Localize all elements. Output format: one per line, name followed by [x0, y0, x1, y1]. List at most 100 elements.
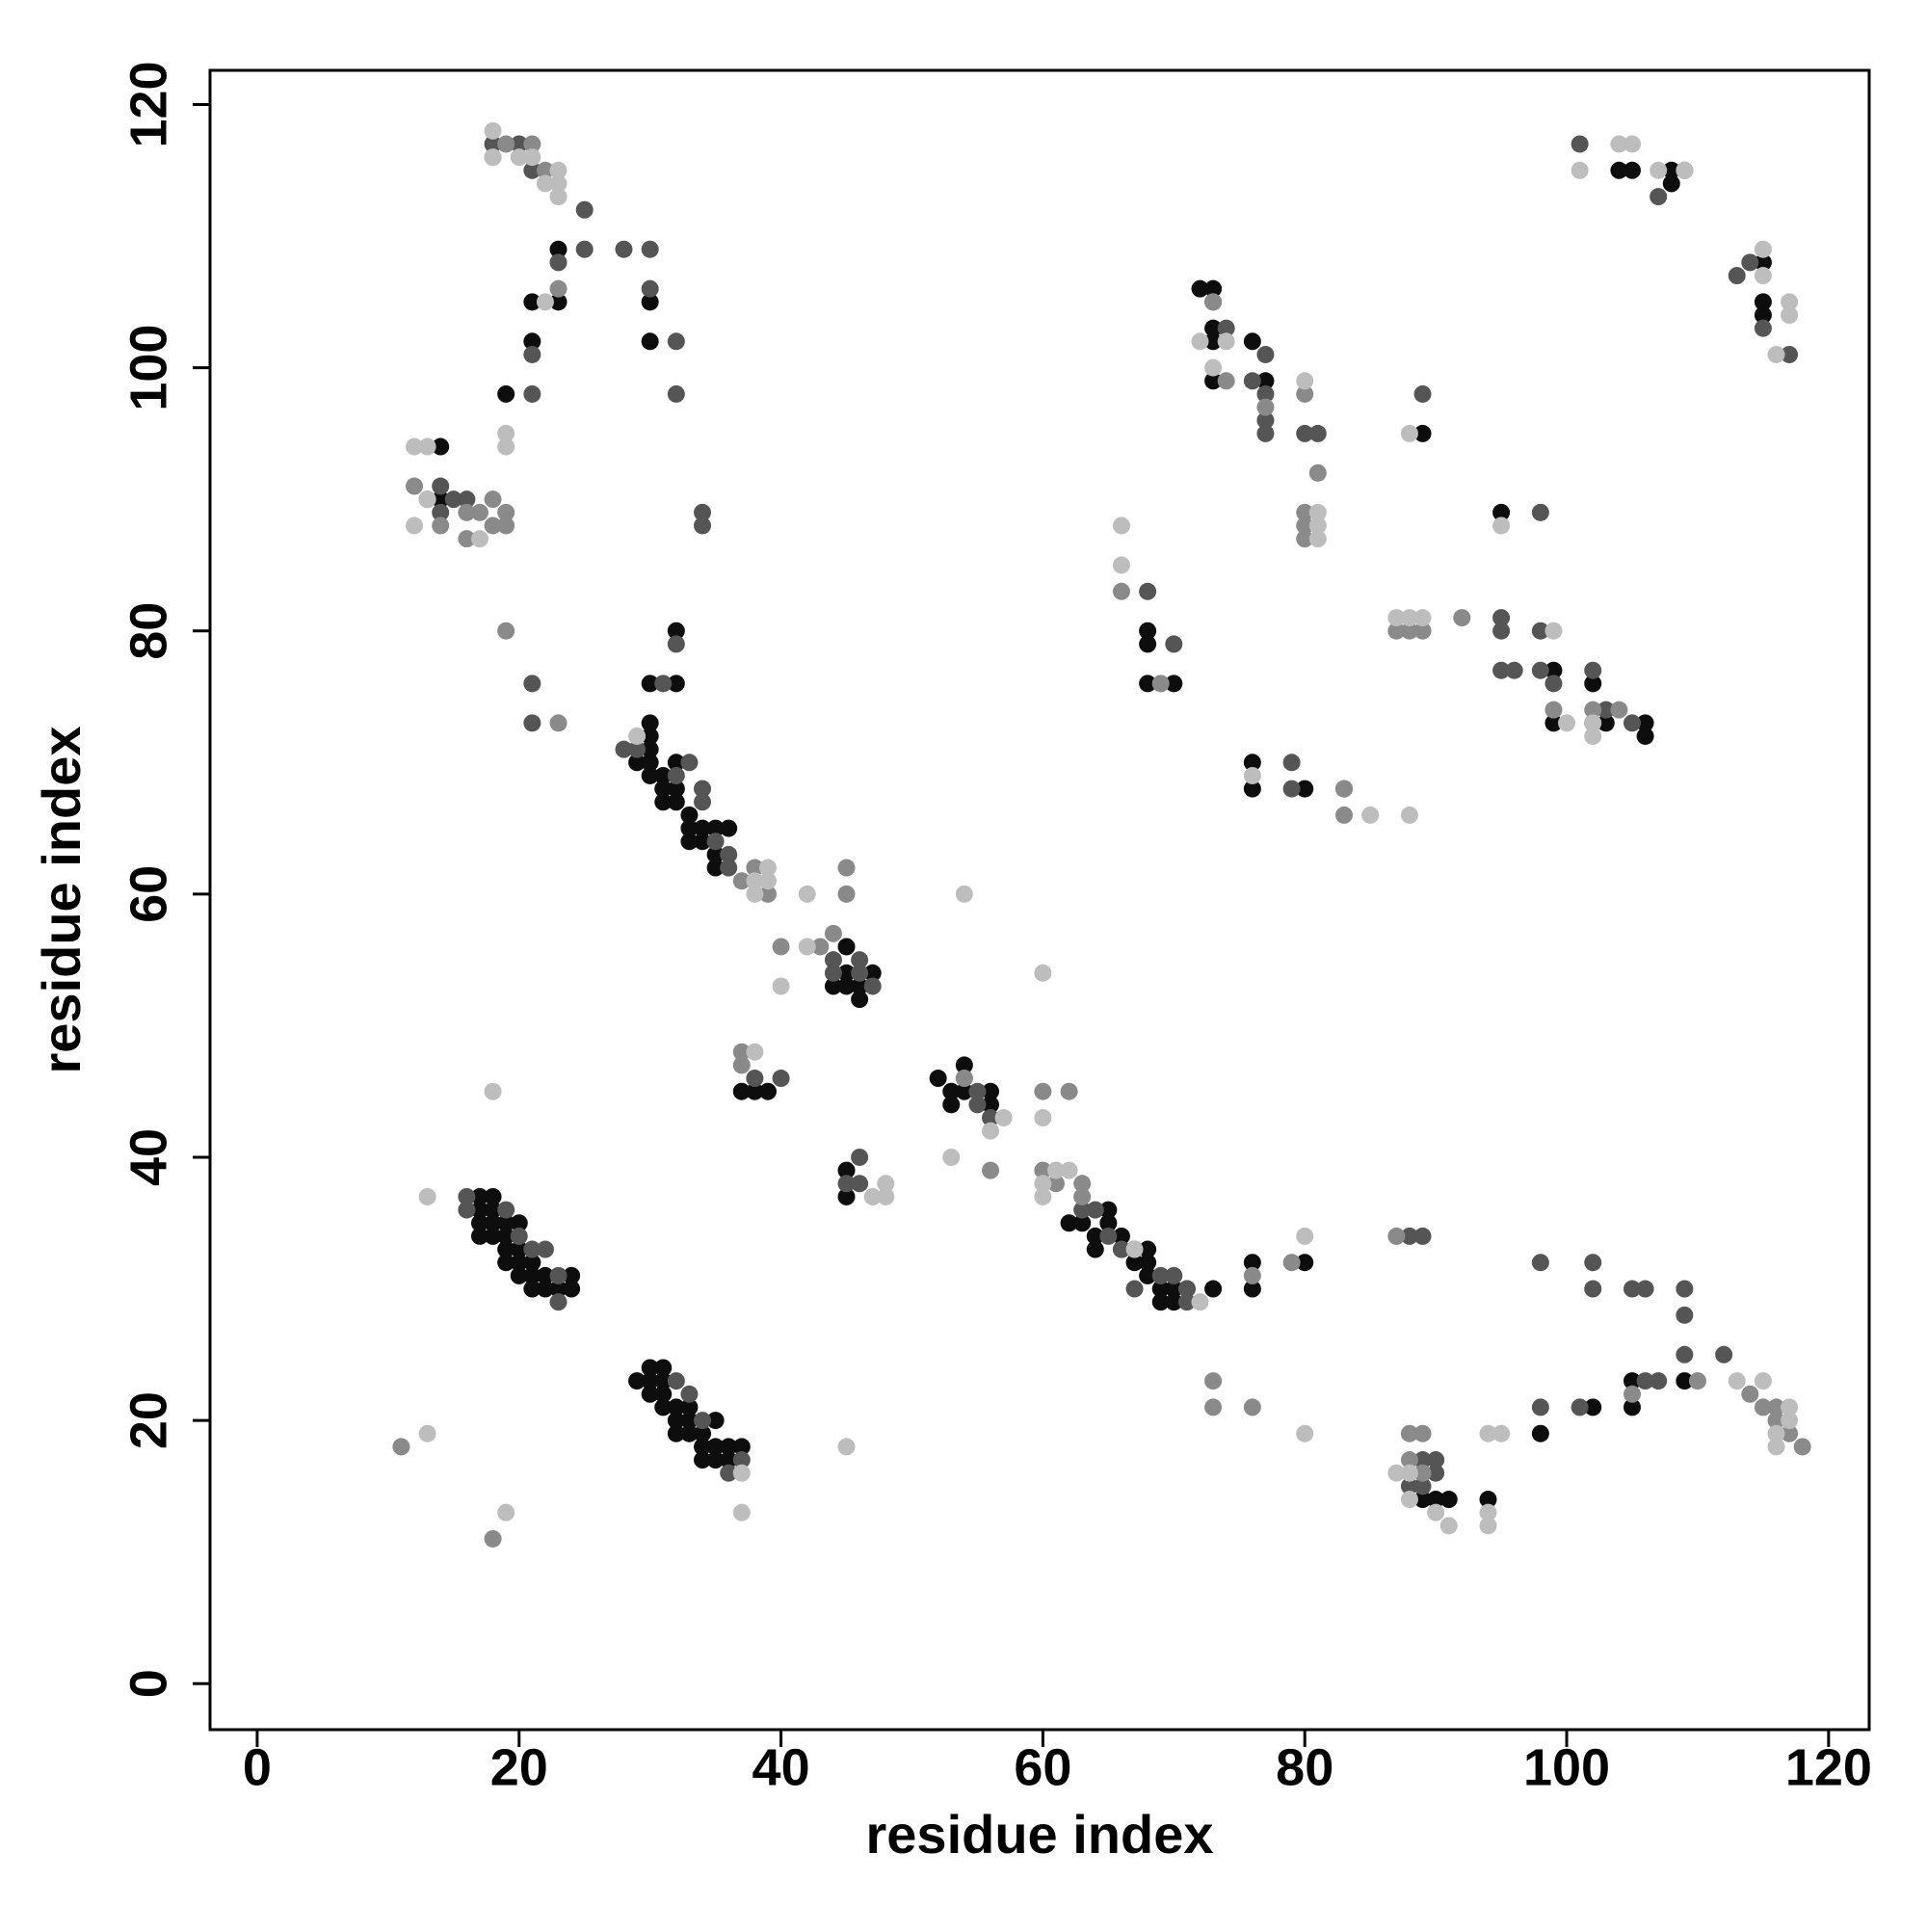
point [1204, 279, 1223, 298]
point [746, 1043, 764, 1061]
point [1177, 1293, 1196, 1311]
point [510, 1266, 528, 1284]
point [1531, 622, 1549, 640]
point [1531, 1424, 1549, 1442]
point [1256, 398, 1275, 416]
x-tick-label: 80 [1276, 1738, 1333, 1796]
point [1400, 1227, 1418, 1245]
point [1754, 1398, 1772, 1416]
point [1282, 1254, 1301, 1272]
point [523, 1280, 541, 1298]
point [1584, 1398, 1602, 1416]
point [824, 964, 842, 982]
point [1191, 279, 1209, 298]
point [641, 279, 659, 298]
point [694, 1438, 712, 1456]
point [615, 240, 633, 258]
point [1112, 1240, 1130, 1258]
point [1650, 1372, 1668, 1390]
point [1387, 609, 1406, 627]
point [1139, 635, 1157, 653]
point [1781, 305, 1799, 324]
point [1662, 174, 1680, 193]
point [837, 1175, 856, 1193]
point [432, 477, 450, 495]
point [497, 622, 515, 640]
point [1256, 384, 1275, 403]
point [484, 1201, 502, 1219]
x-tick-label: 20 [490, 1738, 548, 1796]
point [654, 675, 673, 693]
point [1308, 530, 1327, 548]
point [1086, 1201, 1104, 1219]
point [1204, 358, 1223, 377]
point [523, 293, 541, 311]
point [549, 240, 568, 258]
point [694, 780, 712, 798]
point [1256, 345, 1275, 363]
point [1636, 727, 1654, 745]
x-axis-label: residue index [865, 1804, 1213, 1865]
point [1413, 424, 1432, 442]
point [654, 766, 673, 784]
point [1387, 622, 1406, 640]
point [1767, 1398, 1785, 1416]
point [1597, 714, 1615, 732]
point [406, 437, 424, 456]
point [706, 833, 725, 851]
point [706, 859, 725, 877]
point [1243, 332, 1261, 351]
point [1387, 1227, 1406, 1245]
point [654, 1385, 673, 1403]
point [1781, 1398, 1799, 1416]
point [392, 1438, 410, 1456]
point [667, 1424, 685, 1442]
point [1492, 609, 1511, 627]
point [470, 1214, 488, 1232]
point [1413, 1424, 1432, 1442]
point [968, 1096, 987, 1114]
point [694, 833, 712, 851]
point [982, 1161, 1000, 1179]
point [1676, 1306, 1694, 1324]
point [1413, 1491, 1432, 1509]
point [523, 332, 541, 351]
point [536, 174, 554, 193]
point [523, 345, 541, 363]
point [1204, 319, 1223, 337]
point [1531, 661, 1549, 679]
point [758, 1082, 777, 1100]
point [746, 1070, 764, 1088]
point [1505, 661, 1523, 679]
point [955, 1070, 973, 1088]
y-tick-label: 100 [119, 325, 177, 411]
point [1073, 1214, 1092, 1232]
point [1256, 372, 1275, 390]
y-tick-label: 0 [119, 1669, 177, 1698]
point [510, 148, 528, 167]
point [706, 1412, 725, 1430]
point [680, 806, 699, 824]
point [1387, 1464, 1406, 1482]
point [837, 1438, 856, 1456]
point [732, 1503, 751, 1522]
point [732, 1438, 751, 1456]
point [1715, 1345, 1733, 1363]
point [694, 819, 712, 837]
point [772, 938, 790, 956]
point [1073, 1187, 1092, 1205]
point [1623, 1280, 1641, 1298]
point [1046, 1161, 1065, 1179]
point [549, 1266, 568, 1284]
point [536, 293, 554, 311]
point [484, 516, 502, 535]
point [418, 1187, 436, 1205]
point [1413, 622, 1432, 640]
point [667, 1398, 685, 1416]
point [732, 1043, 751, 1061]
point [1754, 293, 1772, 311]
point [1099, 1227, 1118, 1245]
point [667, 384, 685, 403]
point [1308, 463, 1327, 482]
